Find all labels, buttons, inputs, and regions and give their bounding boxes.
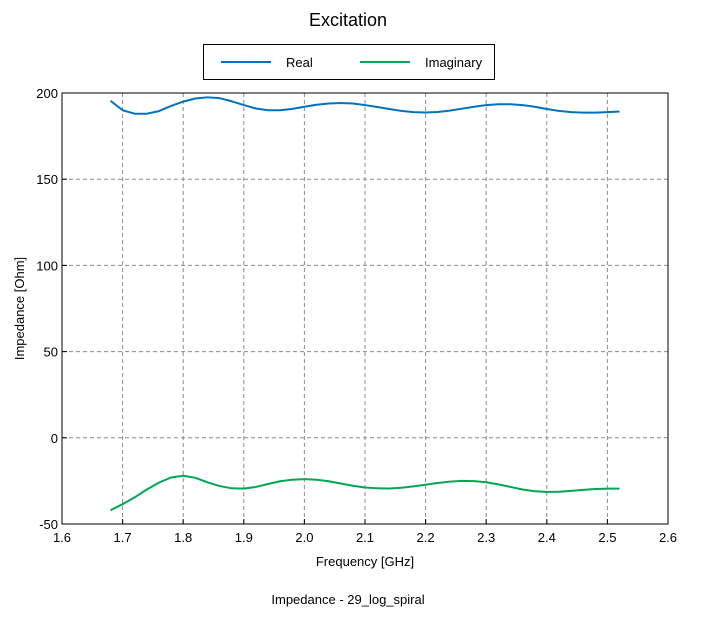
x-tick-label: 1.8 — [174, 530, 192, 545]
y-tick-label: -50 — [39, 517, 58, 532]
y-axis: -50 0 50 100 150 200 — [36, 86, 67, 532]
y-tick-label: 150 — [36, 172, 58, 187]
x-tick-label: 2.4 — [538, 530, 556, 545]
legend-label-imaginary: Imaginary — [425, 55, 483, 70]
x-tick-label: 2.6 — [659, 530, 677, 545]
x-tick-label: 2.0 — [295, 530, 313, 545]
chart-caption: Impedance - 29_log_spiral — [271, 592, 424, 607]
chart-title: Excitation — [309, 10, 387, 30]
x-tick-label: 2.5 — [598, 530, 616, 545]
legend: Real Imaginary — [203, 44, 495, 80]
legend-label-real: Real — [286, 55, 313, 70]
x-axis: 1.6 1.7 1.8 1.9 2.0 2.1 2.2 2.3 2.4 2.5 2.6 — [53, 519, 677, 545]
grid — [62, 93, 668, 524]
x-tick-label: 2.2 — [417, 530, 435, 545]
series-line-imaginary — [110, 474, 620, 512]
x-tick-label: 1.7 — [114, 530, 132, 545]
x-axis-label: Frequency [GHz] — [316, 554, 414, 569]
y-tick-label: 200 — [36, 86, 58, 101]
series-line-real — [109, 96, 620, 115]
series-group — [109, 96, 620, 512]
y-axis-label: Impedance [Ohm] — [12, 257, 27, 360]
x-tick-label: 2.3 — [477, 530, 495, 545]
y-tick-label: 50 — [44, 345, 58, 360]
x-tick-label: 1.6 — [53, 530, 71, 545]
y-tick-label: 0 — [51, 431, 58, 446]
y-tick-label: 100 — [36, 258, 58, 273]
x-tick-label: 1.9 — [235, 530, 253, 545]
x-tick-label: 2.1 — [356, 530, 374, 545]
